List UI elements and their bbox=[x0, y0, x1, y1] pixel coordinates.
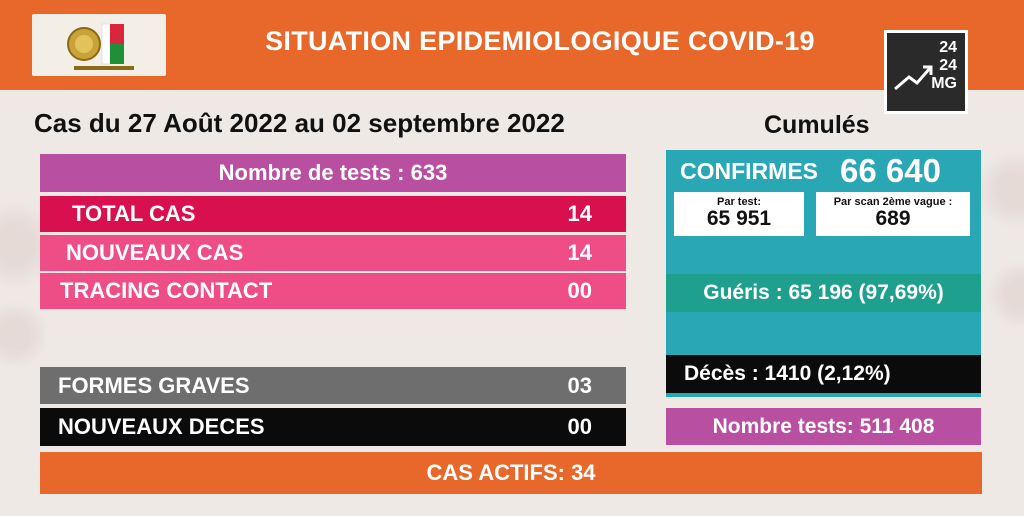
deces-bar: Décès : 1410 (2,12%) bbox=[666, 355, 981, 393]
cumulative-panel: CONFIRMES 66 640 Par test: 65 951 Par sc… bbox=[666, 150, 981, 397]
nouveaux-cas-value: 14 bbox=[567, 240, 592, 265]
par-scan-label: Par scan 2ème vague : bbox=[833, 196, 953, 208]
virus-decoration-left-2 bbox=[0, 300, 50, 370]
virus-decoration-right-2 bbox=[985, 260, 1024, 330]
formes-graves-value: 03 bbox=[567, 372, 592, 398]
par-scan-box: Par scan 2ème vague : 689 bbox=[816, 192, 970, 236]
trend-arrow-icon bbox=[894, 65, 933, 91]
par-test-value: 65 951 bbox=[706, 207, 772, 230]
nouveaux-deces-label: NOUVEAUX DECES bbox=[58, 414, 265, 439]
gueris-bar: Guéris : 65 196 (97,69%) bbox=[666, 274, 981, 312]
nouveaux-deces-bar: NOUVEAUX DECES 00 bbox=[40, 408, 626, 446]
par-test-label: Par test: bbox=[716, 196, 762, 208]
brand-logo: 24 24 MG bbox=[884, 30, 968, 114]
seal-icon bbox=[67, 23, 134, 70]
virus-decoration-right bbox=[975, 150, 1024, 230]
tracing-contact-label: TRACING CONTACT bbox=[60, 278, 273, 303]
total-tests-bar: Nombre tests: 511 408 bbox=[666, 408, 981, 445]
tracing-contact-value: 00 bbox=[567, 278, 592, 303]
nouveaux-cas-label: NOUVEAUX CAS bbox=[66, 240, 244, 265]
total-cas-label: TOTAL CAS bbox=[72, 201, 196, 226]
brand-text: 24 24 MG bbox=[931, 39, 957, 92]
active-cases-bar: CAS ACTIFS: 34 bbox=[40, 452, 982, 494]
period-title: Cas du 27 Août 2022 au 02 septembre 2022 bbox=[34, 108, 565, 138]
nouveaux-deces-value: 00 bbox=[567, 414, 592, 439]
total-cas-value: 14 bbox=[567, 201, 592, 226]
header-title: SITUATION EPIDEMIOLOGIQUE COVID-19 bbox=[265, 26, 815, 56]
tests-label: Nombre de tests : 633 bbox=[218, 160, 448, 185]
government-logo bbox=[32, 14, 166, 76]
tracing-contact-bar: TRACING CONTACT 00 bbox=[40, 273, 626, 309]
total-cas-bar: TOTAL CAS 14 bbox=[40, 196, 626, 232]
confirmes-value: 66 640 bbox=[840, 152, 941, 189]
formes-graves-label: FORMES GRAVES bbox=[58, 372, 250, 398]
par-test-box: Par test: 65 951 bbox=[674, 192, 804, 236]
par-scan-value: 689 bbox=[875, 207, 911, 230]
tests-bar: Nombre de tests : 633 bbox=[40, 154, 626, 192]
nouveaux-cas-bar: NOUVEAUX CAS 14 bbox=[40, 235, 626, 271]
confirmes-label: CONFIRMES bbox=[680, 158, 818, 184]
cumulative-title: Cumulés bbox=[764, 111, 870, 139]
header-banner: SITUATION EPIDEMIOLOGIQUE COVID-19 bbox=[0, 0, 1024, 90]
formes-graves-bar: FORMES GRAVES 03 bbox=[40, 367, 626, 404]
